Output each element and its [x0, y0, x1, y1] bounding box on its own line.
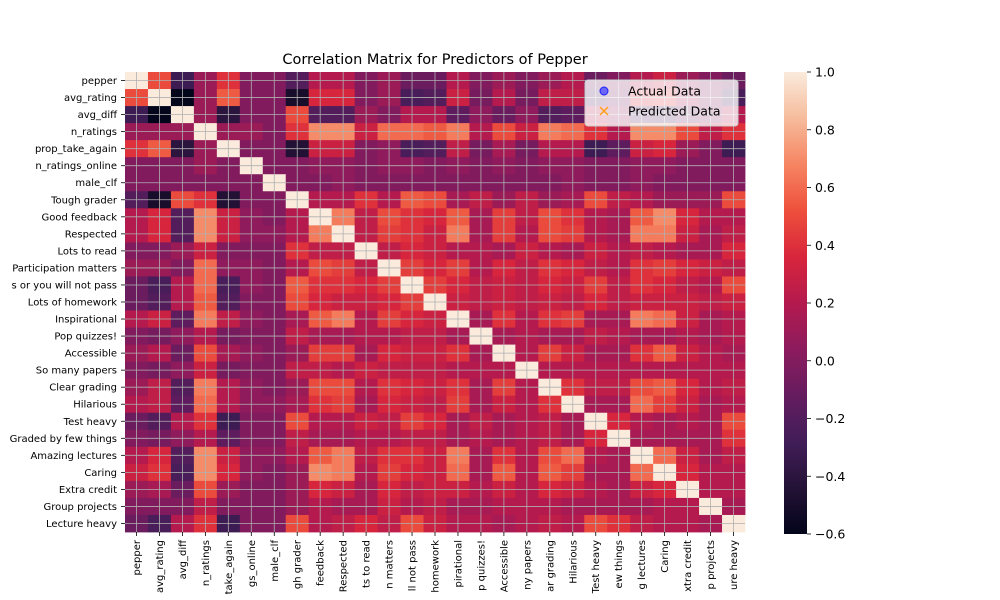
x-tick-label: xtra credit	[683, 540, 694, 592]
x-tick-label: Accessible	[499, 540, 510, 592]
colorbar-tick-label: 0.8	[815, 122, 835, 137]
y-tick-label: pepper	[82, 76, 118, 87]
x-tick-label: p quizzes!	[476, 540, 487, 591]
x-tick-label: ar grading	[545, 540, 556, 592]
colorbar-gradient	[784, 72, 807, 534]
colorbar-tick-label: −0.4	[815, 469, 845, 484]
x-tick-label: gh grader	[293, 539, 304, 589]
x-tick-label: gs_online	[247, 540, 258, 587]
colorbar: 1.0 0.8 0.6 0.4 0.2 0.0 −0.2 −0.4 −0.6	[784, 65, 845, 542]
y-tick-label: Group projects	[43, 502, 117, 513]
y-tick-label: Accessible	[65, 349, 117, 360]
x-tick-label: avg_rating	[155, 540, 166, 593]
x-tick-label: ew things	[614, 540, 625, 588]
y-tick-label: Lots of homework	[28, 298, 117, 309]
y-tick-label: avg_rating	[64, 93, 117, 104]
x-tick-label: g lectures	[637, 540, 648, 589]
y-tick-label: Extra credit	[59, 485, 117, 496]
legend-box	[584, 79, 739, 127]
y-tick-label: Participation matters	[12, 263, 117, 274]
legend-label-predicted: Predicted Data	[628, 104, 721, 119]
x-tick-label: take_again	[224, 540, 235, 594]
colorbar-tick-label: 0.6	[815, 180, 835, 195]
y-tick-label: Tough grader	[50, 195, 118, 206]
x-tick-label: male_clf	[270, 540, 281, 582]
colorbar-tick-label: 0.4	[815, 238, 835, 253]
y-tick-labels: pepper avg_rating avg_diff n_ratings prop_ta…	[10, 76, 125, 530]
y-tick-label: Inspirational	[55, 315, 117, 326]
legend-marker-actual	[599, 86, 609, 96]
y-tick-label: s or you will not pass	[12, 280, 118, 291]
colorbar-tick-label: −0.6	[815, 527, 845, 542]
x-tick-label: n matters	[385, 540, 396, 589]
y-tick-label: Amazing lectures	[30, 451, 117, 462]
y-tick-label: Hilarious	[73, 400, 117, 411]
colorbar-tick-label: 1.0	[815, 65, 835, 80]
legend-marker-predicted	[599, 106, 609, 116]
y-tick-label: Test heavy	[63, 417, 117, 428]
y-tick-label: Lots to read	[57, 246, 117, 257]
legend: Actual Data Predicted Data	[584, 79, 739, 127]
colorbar-tick-label: 0.2	[815, 296, 835, 311]
x-tick-label: pirational	[453, 540, 464, 587]
x-tick-label: Hilarious	[568, 540, 579, 584]
chart-title: Correlation Matrix for Predictors of Pep…	[282, 52, 587, 68]
y-tick-label: Clear grading	[49, 383, 117, 394]
x-tick-label: n_ratings	[201, 540, 212, 586]
heatmap-grid	[125, 72, 745, 532]
x-tick-label: p projects	[706, 540, 717, 589]
y-tick-label: n_ratings_online	[35, 161, 117, 172]
y-tick-label: Pop quizzes!	[54, 332, 117, 343]
x-tick-label: homework	[431, 540, 442, 593]
x-tick-label: Respected	[339, 540, 350, 592]
colorbar-tick-label: 0.0	[815, 353, 835, 368]
x-tick-label: Test heavy	[591, 540, 602, 594]
y-tick-label: Caring	[84, 468, 117, 479]
y-tick-label: So many papers	[36, 366, 117, 377]
y-tick-label: Lecture heavy	[46, 519, 117, 530]
x-tick-label: ts to read	[362, 540, 373, 588]
x-tick-label: avg_diff	[178, 539, 189, 580]
x-tick-label: ll not pass	[408, 540, 419, 591]
y-tick-label: Graded by few things	[10, 434, 117, 445]
x-tick-label: ure heavy	[729, 540, 740, 590]
x-tick-label: ny papers	[522, 540, 533, 590]
y-tick-label: prop_take_again	[35, 144, 117, 155]
x-tick-labels: pepper avg_rating avg_diff n_ratings take_ag…	[132, 532, 740, 594]
colorbar-tick-label: −0.2	[815, 411, 845, 426]
x-tick-label: pepper	[132, 539, 143, 575]
y-tick-label: n_ratings	[71, 127, 117, 138]
x-tick-label: feedback	[316, 540, 327, 586]
x-tick-label: Caring	[660, 540, 671, 573]
y-tick-label: Good feedback	[42, 212, 118, 223]
y-tick-label: male_clf	[75, 178, 117, 189]
legend-label-actual: Actual Data	[628, 84, 701, 99]
y-tick-label: avg_diff	[78, 110, 119, 121]
y-tick-label: Respected	[65, 229, 117, 240]
